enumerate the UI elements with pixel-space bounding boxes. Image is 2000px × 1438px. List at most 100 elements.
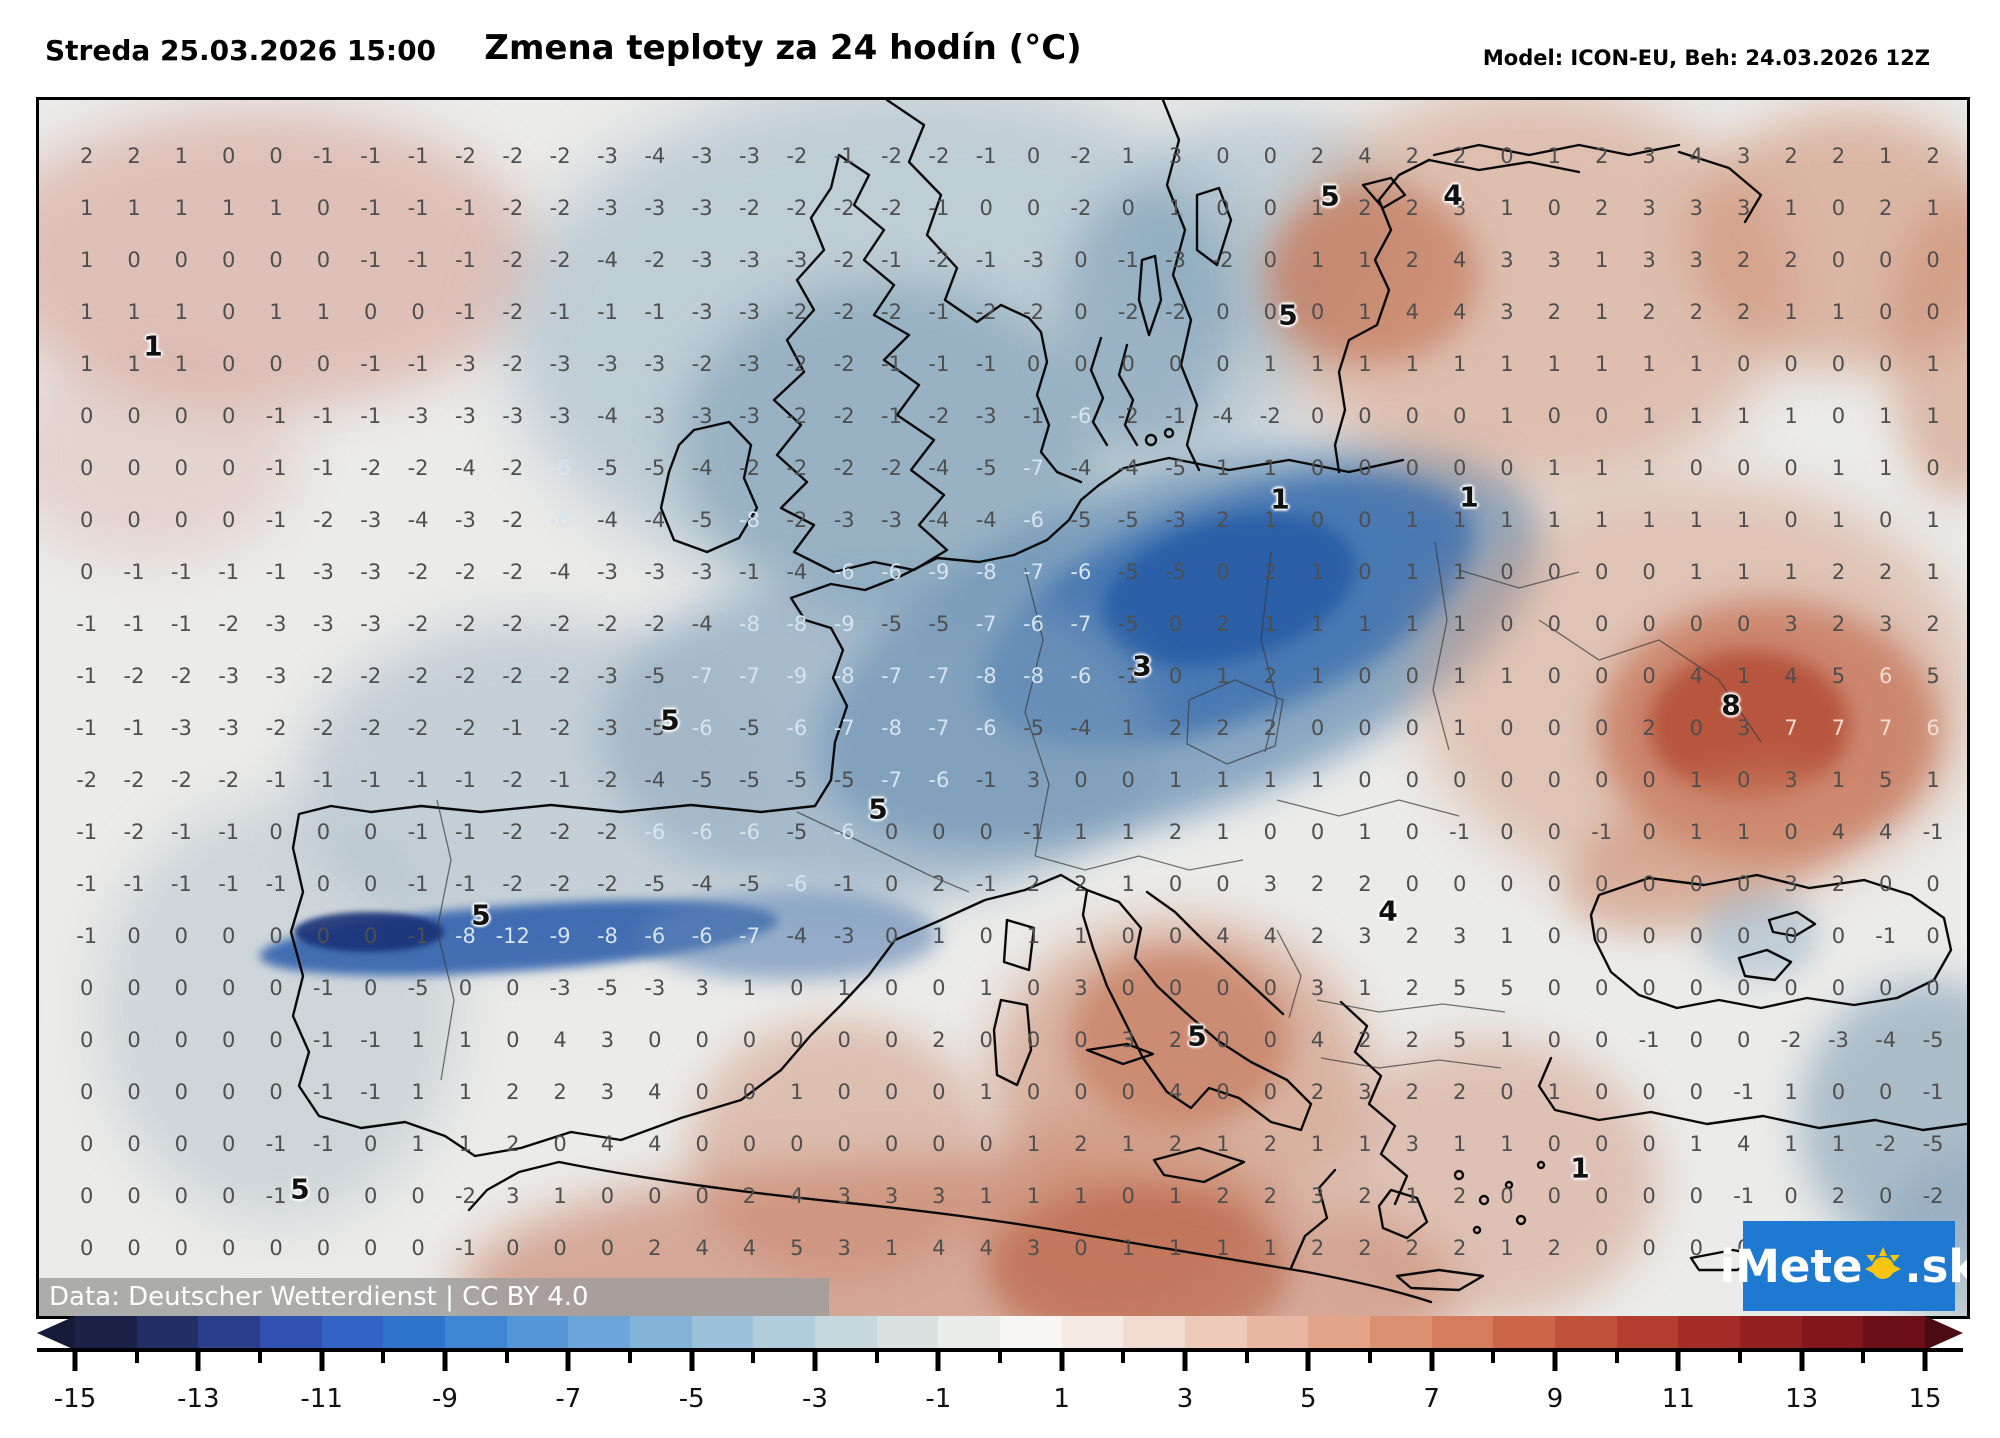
grid-value: -3 [407, 404, 429, 428]
grid-value: 0 [222, 1184, 236, 1208]
grid-value: -1 [265, 456, 287, 480]
grid-value: 0 [222, 508, 236, 532]
colorbar-tick [381, 1352, 386, 1363]
grid-value: 0 [127, 404, 141, 428]
colorbar-segment [1061, 1316, 1124, 1350]
colorbar-tick-label: 3 [1176, 1384, 1194, 1414]
colorbar-arrow-left [37, 1316, 75, 1350]
grid-value: -2 [123, 820, 145, 844]
colorbar-tick [195, 1352, 201, 1371]
colorbar-tick-label: 15 [1908, 1384, 1942, 1414]
grid-value: 0 [174, 976, 189, 1000]
grid-value: 5 [1452, 976, 1467, 1000]
colorbar-segment [1308, 1316, 1371, 1350]
grid-value: -3 [218, 664, 240, 688]
grid-value: 0 [316, 1236, 331, 1260]
colorbar-segment [1678, 1316, 1741, 1350]
grid-value: 0 [127, 1236, 141, 1260]
grid-value: 0 [553, 1132, 567, 1156]
colorbar-segment [815, 1316, 877, 1350]
grid-value: -1 [360, 1080, 382, 1104]
grid-value: 2 [506, 1080, 520, 1104]
grid-value: -1 [312, 456, 334, 480]
grid-value: 4 [648, 1080, 662, 1104]
grid-value: -3 [360, 560, 382, 584]
colorbar-segment [1370, 1316, 1432, 1350]
grid-value: 4 [1737, 1132, 1751, 1156]
grid-value: 0 [222, 924, 236, 948]
colorbar-tick-label: -3 [802, 1384, 828, 1414]
station-value: 4 [1378, 894, 1398, 928]
colorbar-tick [1429, 1352, 1435, 1371]
grid-value: 0 [1642, 976, 1656, 1000]
grid-value: 0 [79, 976, 94, 1000]
colorbar-segment [630, 1316, 692, 1350]
station-value: 1 [1570, 1151, 1590, 1185]
grid-value: 0 [269, 1080, 283, 1104]
grid-value: 0 [127, 1028, 141, 1052]
colorbar-tick [1305, 1352, 1311, 1371]
grid-value: 0 [174, 1132, 189, 1156]
grid-value: -3 [265, 612, 287, 636]
colorbar-tick [812, 1352, 818, 1371]
grid-value: 0 [174, 1028, 189, 1052]
station-values: 1 5 4 5 1 1 3 8 5 5 5 5 5 4 1 [39, 100, 1967, 1316]
station-value: 3 [1132, 649, 1152, 683]
grid-value: 1 [1784, 1132, 1798, 1156]
colorbar-tick [1861, 1352, 1866, 1363]
colorbar-tick [1799, 1352, 1805, 1371]
grid-value: -2 [170, 768, 192, 792]
grid-value: -2 [454, 560, 476, 584]
grid-value: 0 [269, 1236, 283, 1260]
sun-icon [1864, 1247, 1902, 1285]
grid-value: 0 [1689, 1184, 1704, 1208]
grid-value: -2 [265, 716, 287, 740]
grid-value: -1 [312, 1028, 334, 1052]
grid-value: 3 [600, 1080, 615, 1104]
colorbar-segment [1801, 1316, 1864, 1350]
colorbar-tick [689, 1352, 695, 1371]
grid-value: 0 [1737, 976, 1751, 1000]
colorbar-tick [258, 1352, 262, 1363]
colorbar-tick [1738, 1352, 1742, 1363]
station-value: 1 [143, 329, 163, 363]
grid-value: 0 [364, 1184, 378, 1208]
grid-value: 0 [1689, 1080, 1704, 1104]
grid-value: 3 [600, 1028, 615, 1052]
grid-value: 1 [411, 1132, 425, 1156]
grid-value: 0 [127, 1184, 141, 1208]
colorbar-segment [321, 1316, 384, 1350]
grid-value: 0 [506, 1028, 520, 1052]
grid-value: -3 [218, 716, 240, 740]
grid-value: 2 [1405, 976, 1419, 1000]
colorbar-tick [442, 1352, 448, 1371]
grid-value: 0 [174, 404, 189, 428]
imeteo-logo: iMete .sk [1720, 1221, 1967, 1311]
grid-value: 0 [1689, 976, 1704, 1000]
grid-value: 0 [127, 1132, 141, 1156]
grid-value: 0 [932, 976, 946, 1000]
colorbar-tick [935, 1352, 941, 1371]
grid-value: 1 [458, 1132, 473, 1156]
grid-value: -3 [360, 508, 382, 532]
valid-datetime-label: Streda 25.03.2026 15:00 [45, 34, 437, 67]
grid-value: -1 [170, 872, 192, 896]
grid-value: 0 [79, 1028, 94, 1052]
colorbar-tick [1675, 1352, 1681, 1371]
grid-value: -3 [312, 560, 334, 584]
grid-value: -1 [1733, 1184, 1755, 1208]
grid-value: 0 [79, 1080, 94, 1104]
station-value: 5 [290, 1172, 310, 1206]
colorbar-tick [1182, 1352, 1188, 1371]
colorbar-tick-label: -7 [555, 1384, 582, 1414]
grid-value: 0 [790, 976, 804, 1000]
colorbar-tick-label: -5 [678, 1384, 705, 1414]
colorbar-tick-label: 11 [1661, 1384, 1695, 1414]
grid-value: 0 [1926, 924, 1940, 948]
grid-value: 0 [174, 1236, 189, 1260]
colorbar-tick-label: 5 [1300, 1384, 1317, 1414]
station-value: 5 [1320, 179, 1340, 213]
colorbar-tick [874, 1352, 879, 1363]
model-run-label: Model: ICON-EU, Beh: 24.03.2026 12Z [1482, 46, 1930, 70]
colorbar-segment [445, 1316, 507, 1350]
